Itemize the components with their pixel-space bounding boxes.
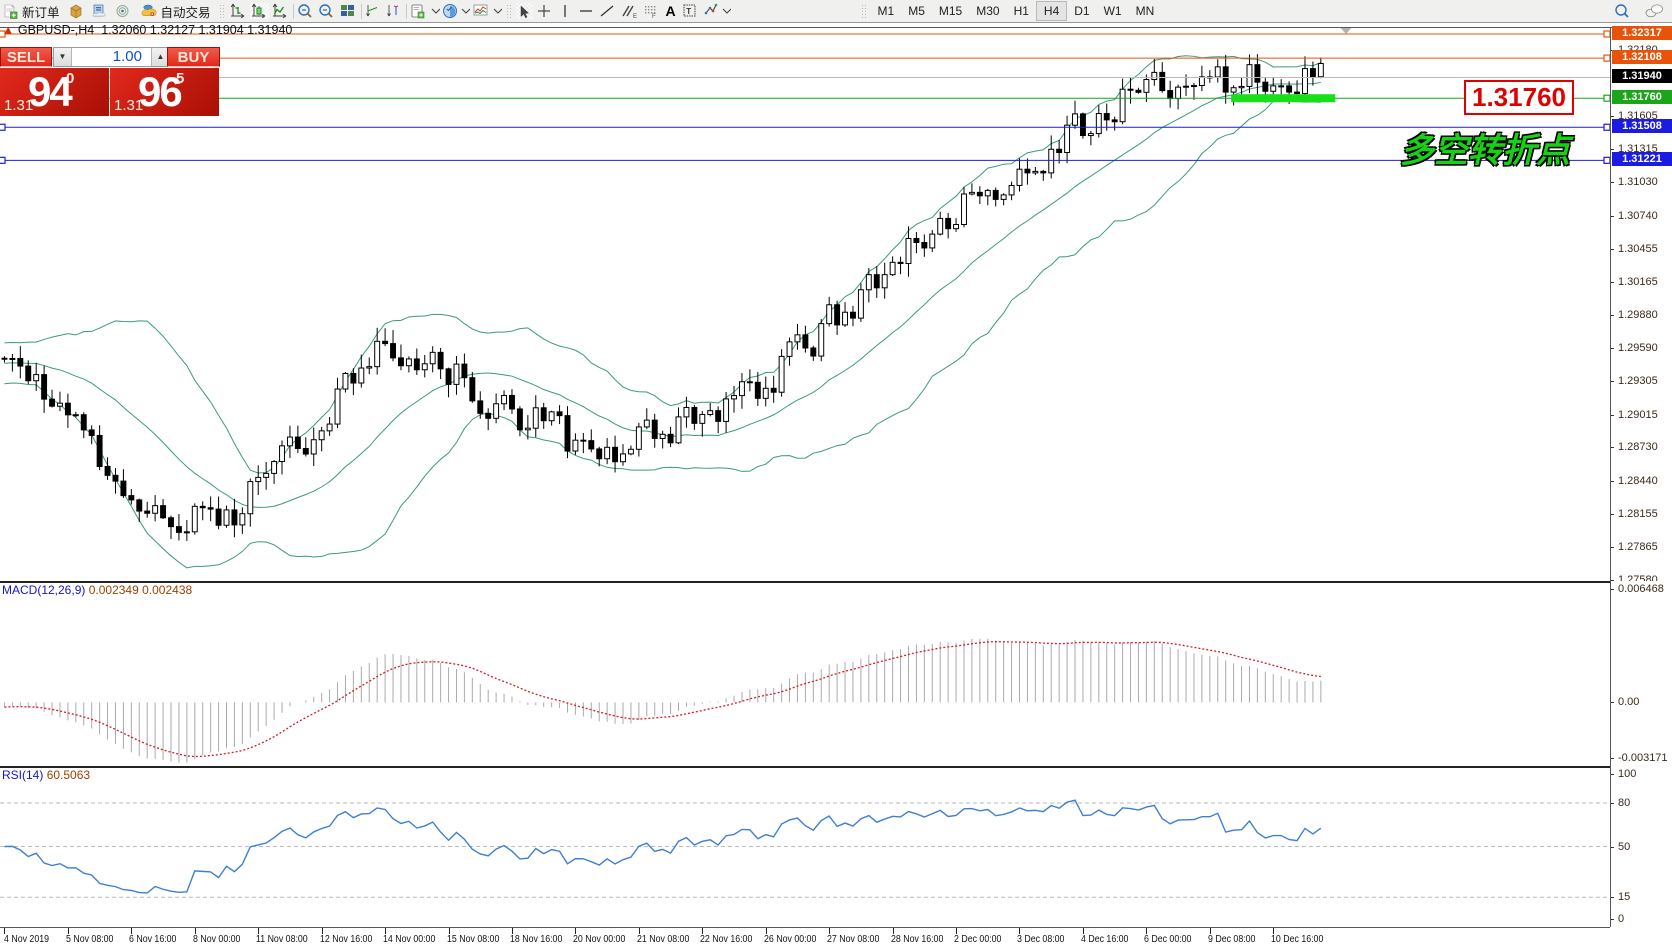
svg-text:E: E xyxy=(633,14,637,19)
svg-text:F: F xyxy=(652,14,656,19)
svg-text:T: T xyxy=(686,7,691,16)
